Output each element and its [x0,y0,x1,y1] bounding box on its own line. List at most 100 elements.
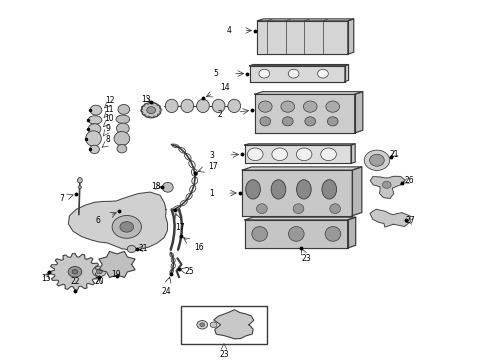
Polygon shape [370,209,410,227]
Ellipse shape [256,204,267,213]
Polygon shape [355,92,363,133]
Text: 13: 13 [142,95,151,104]
Text: 6: 6 [96,216,101,225]
Polygon shape [370,176,405,198]
Text: 24: 24 [161,287,171,296]
Text: 4: 4 [227,26,232,35]
Polygon shape [69,192,168,250]
Text: 22: 22 [70,278,80,287]
Ellipse shape [318,69,328,78]
Ellipse shape [259,69,270,78]
Polygon shape [245,145,351,163]
Ellipse shape [305,117,316,126]
Ellipse shape [247,148,263,161]
Polygon shape [245,144,355,145]
Polygon shape [245,220,347,248]
Ellipse shape [252,226,268,241]
Polygon shape [99,252,135,278]
Ellipse shape [97,269,102,274]
Ellipse shape [327,117,338,126]
Ellipse shape [212,99,225,113]
Text: 23: 23 [219,350,229,359]
Text: 23: 23 [301,254,311,263]
Ellipse shape [321,148,336,161]
Ellipse shape [117,123,129,134]
Bar [180,306,268,344]
Polygon shape [352,167,362,216]
Polygon shape [243,167,362,170]
Text: 21: 21 [390,150,399,159]
Ellipse shape [93,266,106,277]
Ellipse shape [200,323,205,327]
Ellipse shape [88,124,101,134]
Text: 21: 21 [139,244,148,253]
Polygon shape [351,144,355,163]
Text: 3: 3 [209,151,214,160]
Text: 27: 27 [405,216,415,225]
Polygon shape [345,64,348,81]
Ellipse shape [272,148,288,161]
Ellipse shape [245,180,260,199]
Ellipse shape [289,226,304,241]
Polygon shape [49,253,100,290]
Polygon shape [347,217,356,248]
Ellipse shape [147,107,156,114]
Ellipse shape [112,216,142,238]
Text: 14: 14 [220,83,230,92]
Ellipse shape [165,99,178,113]
Ellipse shape [181,99,194,113]
Ellipse shape [86,131,101,146]
Ellipse shape [88,116,102,124]
Text: 19: 19 [111,270,121,279]
Ellipse shape [117,144,127,153]
Ellipse shape [196,99,209,113]
Text: 26: 26 [404,176,414,185]
Ellipse shape [118,104,130,114]
Text: 10: 10 [104,114,114,123]
Ellipse shape [260,117,270,126]
Ellipse shape [325,226,341,241]
Text: 9: 9 [105,124,110,133]
Ellipse shape [68,266,82,277]
Ellipse shape [210,322,217,328]
Polygon shape [254,92,363,94]
Text: 7: 7 [59,194,64,203]
Ellipse shape [364,150,390,170]
Text: 20: 20 [95,278,104,287]
Ellipse shape [228,99,241,113]
Text: 12: 12 [105,95,115,104]
Ellipse shape [330,204,341,213]
Ellipse shape [281,101,294,112]
Ellipse shape [142,102,161,118]
Polygon shape [348,19,354,54]
Text: 17: 17 [176,224,185,233]
Ellipse shape [271,180,286,199]
Text: 15: 15 [41,274,50,283]
Text: 18: 18 [151,182,161,191]
Ellipse shape [293,204,304,213]
Polygon shape [249,66,345,81]
Ellipse shape [326,101,340,112]
Polygon shape [245,217,356,220]
Polygon shape [249,64,348,66]
Ellipse shape [90,105,102,115]
Text: 25: 25 [185,267,195,276]
Text: 17: 17 [208,162,218,171]
Ellipse shape [162,183,173,192]
Text: 16: 16 [194,243,203,252]
Polygon shape [214,310,254,339]
Ellipse shape [296,148,312,161]
Ellipse shape [114,131,130,145]
Ellipse shape [116,115,130,123]
Ellipse shape [296,180,311,199]
Ellipse shape [77,177,82,183]
Text: 2: 2 [217,110,222,119]
Ellipse shape [369,154,384,166]
Polygon shape [257,21,348,54]
Polygon shape [257,19,354,21]
Ellipse shape [90,145,99,154]
Text: 5: 5 [213,69,218,78]
Ellipse shape [72,270,78,274]
Polygon shape [243,170,352,216]
Ellipse shape [127,246,136,252]
